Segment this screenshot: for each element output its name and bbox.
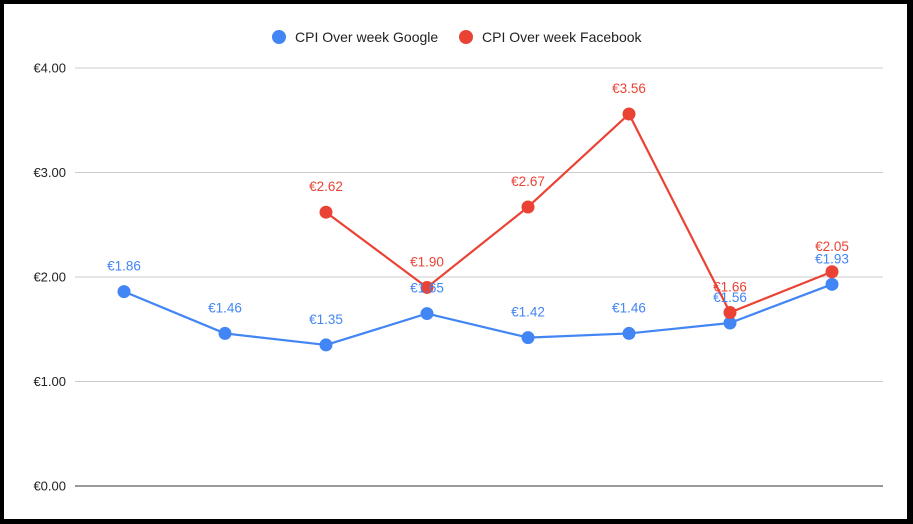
legend-marker bbox=[272, 30, 286, 44]
legend-label: CPI Over week Google bbox=[295, 29, 438, 45]
data-label: €1.56 bbox=[713, 290, 747, 305]
data-point bbox=[521, 200, 535, 214]
data-label: €3.56 bbox=[612, 81, 646, 96]
series-points bbox=[117, 107, 839, 352]
legend-marker bbox=[459, 30, 473, 44]
data-point bbox=[723, 306, 737, 320]
y-tick-label: €2.00 bbox=[33, 270, 66, 285]
data-point bbox=[723, 316, 737, 330]
data-label: €1.86 bbox=[107, 259, 141, 274]
legend-label: CPI Over week Facebook bbox=[482, 29, 643, 45]
gridlines bbox=[75, 67, 883, 487]
y-axis: €0.00 €1.00 €2.00 €3.00 €4.00 bbox=[33, 61, 66, 494]
data-point bbox=[622, 326, 636, 340]
data-point bbox=[622, 107, 636, 121]
y-tick-label: €4.00 bbox=[33, 61, 66, 76]
legend: CPI Over week Google CPI Over week Facebo… bbox=[272, 29, 643, 45]
data-point bbox=[420, 307, 434, 321]
data-point bbox=[117, 285, 131, 299]
series-line-1 bbox=[325, 112, 833, 314]
data-point bbox=[319, 205, 333, 219]
data-point bbox=[825, 277, 839, 291]
data-label: €1.42 bbox=[511, 305, 545, 320]
data-label: €1.65 bbox=[410, 281, 444, 296]
data-point bbox=[319, 338, 333, 352]
data-point bbox=[420, 280, 434, 294]
data-labels: €1.86 €1.46 €1.35 €1.65 €1.42 €1.46 €1.56 €1.93… bbox=[107, 81, 849, 327]
data-label: €1.66 bbox=[713, 280, 747, 295]
data-label: €2.62 bbox=[309, 179, 343, 194]
data-point bbox=[218, 326, 232, 340]
data-label: €1.90 bbox=[410, 254, 444, 269]
series-lines bbox=[123, 112, 833, 347]
y-tick-label: €1.00 bbox=[33, 374, 66, 389]
series-line-0 bbox=[123, 283, 833, 347]
chart-area bbox=[4, 4, 907, 519]
data-label: €1.46 bbox=[208, 300, 242, 315]
data-point bbox=[825, 265, 839, 279]
y-tick-label: €0.00 bbox=[33, 479, 66, 494]
data-point bbox=[521, 331, 535, 345]
data-label: €1.35 bbox=[309, 312, 343, 327]
data-label: €2.05 bbox=[815, 239, 849, 254]
y-tick-label: €3.00 bbox=[33, 165, 66, 180]
data-label: €2.67 bbox=[511, 174, 545, 189]
data-label: €1.93 bbox=[815, 251, 849, 266]
data-label: €1.46 bbox=[612, 300, 646, 315]
